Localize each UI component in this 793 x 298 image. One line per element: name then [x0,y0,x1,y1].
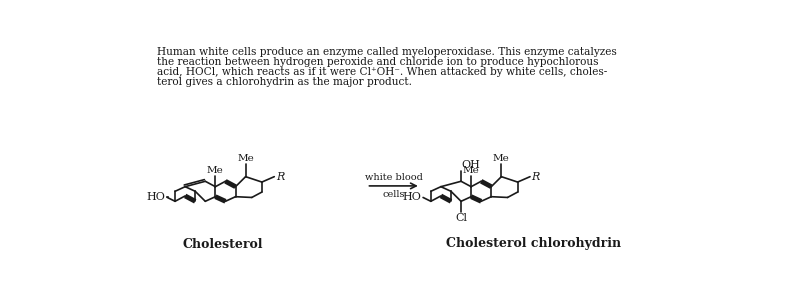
Text: OH: OH [461,160,480,170]
Text: HO: HO [403,193,422,202]
Text: Me: Me [463,166,480,175]
Text: Cl: Cl [455,213,467,223]
Text: the reaction between hydrogen peroxide and chloride ion to produce hypochlorous: the reaction between hydrogen peroxide a… [157,57,599,67]
Text: Me: Me [207,166,224,175]
Text: Me: Me [237,154,254,163]
Text: Human white cells produce an enzyme called myeloperoxidase. This enzyme catalyze: Human white cells produce an enzyme call… [157,47,617,57]
Text: Cholesterol chlorohydrin: Cholesterol chlorohydrin [446,238,621,251]
Text: HO: HO [147,193,166,202]
Text: acid, HOCl, which reacts as if it were Cl⁺OH⁻. When attacked by white cells, cho: acid, HOCl, which reacts as if it were C… [157,67,607,77]
Text: terol gives a chlorohydrin as the major product.: terol gives a chlorohydrin as the major … [157,77,412,87]
Text: cells: cells [382,190,405,199]
Text: white blood: white blood [365,173,423,182]
Text: Me: Me [493,154,510,163]
Text: R: R [276,172,284,182]
Text: R: R [531,172,540,182]
Text: Cholesterol: Cholesterol [183,238,263,251]
